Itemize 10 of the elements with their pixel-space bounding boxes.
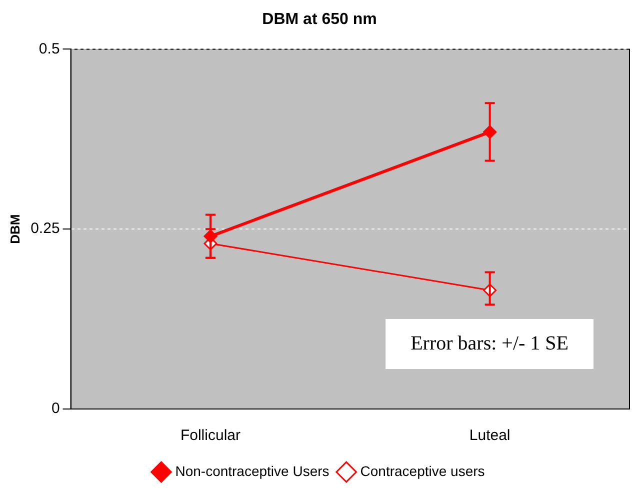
x-tick-label: Luteal <box>469 427 510 444</box>
legend-label: Non-contraceptive Users <box>175 462 330 479</box>
y-axis-title: DBM <box>7 214 22 244</box>
x-tick-label: Follicular <box>180 427 240 444</box>
y-tick-label: 0 <box>51 400 60 418</box>
legend-label: Contraceptive users <box>360 462 485 479</box>
y-tick-label: 0.25 <box>30 220 60 238</box>
annotation: Error bars: +/- 1 SE <box>410 332 569 354</box>
chart-title: DBM at 650 nm <box>262 11 377 28</box>
y-tick-label: 0.5 <box>38 40 60 58</box>
